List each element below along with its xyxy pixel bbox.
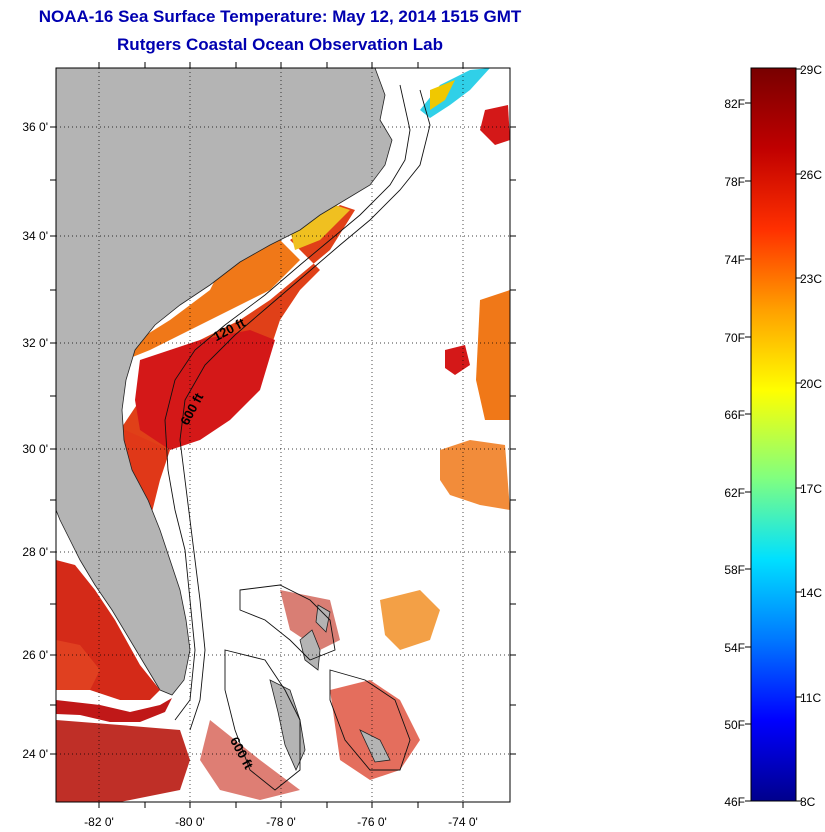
map-frame <box>55 67 511 803</box>
lon-label-76: -76 0' <box>357 815 387 829</box>
lon-label-78: -78 0' <box>266 815 296 829</box>
bahamas-islands <box>269 604 391 771</box>
lat-label-28: 28 0' <box>22 545 48 559</box>
map-ticks <box>50 62 516 808</box>
map-title: NOAA-16 Sea Surface Temperature: May 12,… <box>38 7 522 26</box>
cb-f-70: 70F <box>724 331 745 345</box>
cb-c-14: 14C <box>800 586 822 600</box>
lat-label-34: 34 0' <box>22 229 48 243</box>
cb-f-62: 62F <box>724 486 745 500</box>
cb-c-17: 17C <box>800 482 822 496</box>
cb-f-82: 82F <box>724 97 745 111</box>
sst-gulf <box>56 560 190 802</box>
cb-f-58: 58F <box>724 563 745 577</box>
cb-f-54: 54F <box>724 641 745 655</box>
cb-c-8: 8C <box>800 795 816 809</box>
land-mainland <box>56 68 393 696</box>
cb-f-74: 74F <box>724 253 745 267</box>
map-subtitle: Rutgers Coastal Ocean Observation Lab <box>117 35 443 54</box>
cb-c-29: 29C <box>800 63 822 77</box>
cb-c-11: 11C <box>800 691 821 705</box>
cb-c-20: 20C <box>800 377 822 391</box>
lat-label-26: 26 0' <box>22 648 48 662</box>
cb-c-26: 26C <box>800 168 822 182</box>
lon-label-80: -80 0' <box>175 815 205 829</box>
lat-label-32: 32 0' <box>22 336 48 350</box>
cb-f-66: 66F <box>724 408 745 422</box>
lat-label-36: 36 0' <box>22 120 48 134</box>
cb-c-23: 23C <box>800 272 822 286</box>
cb-f-46: 46F <box>724 795 745 809</box>
lon-label-82: -82 0' <box>84 815 114 829</box>
cb-f-50: 50F <box>724 718 745 732</box>
cb-f-78: 78F <box>724 175 745 189</box>
sst-coastal-band <box>115 205 355 560</box>
sst-offshore <box>200 68 510 800</box>
lat-label-30: 30 0' <box>22 442 48 456</box>
map-area <box>56 68 510 802</box>
colorbar <box>750 67 797 802</box>
lat-label-24: 24 0' <box>22 747 48 761</box>
lon-label-74: -74 0' <box>448 815 478 829</box>
colorbar-ticks <box>745 68 802 802</box>
